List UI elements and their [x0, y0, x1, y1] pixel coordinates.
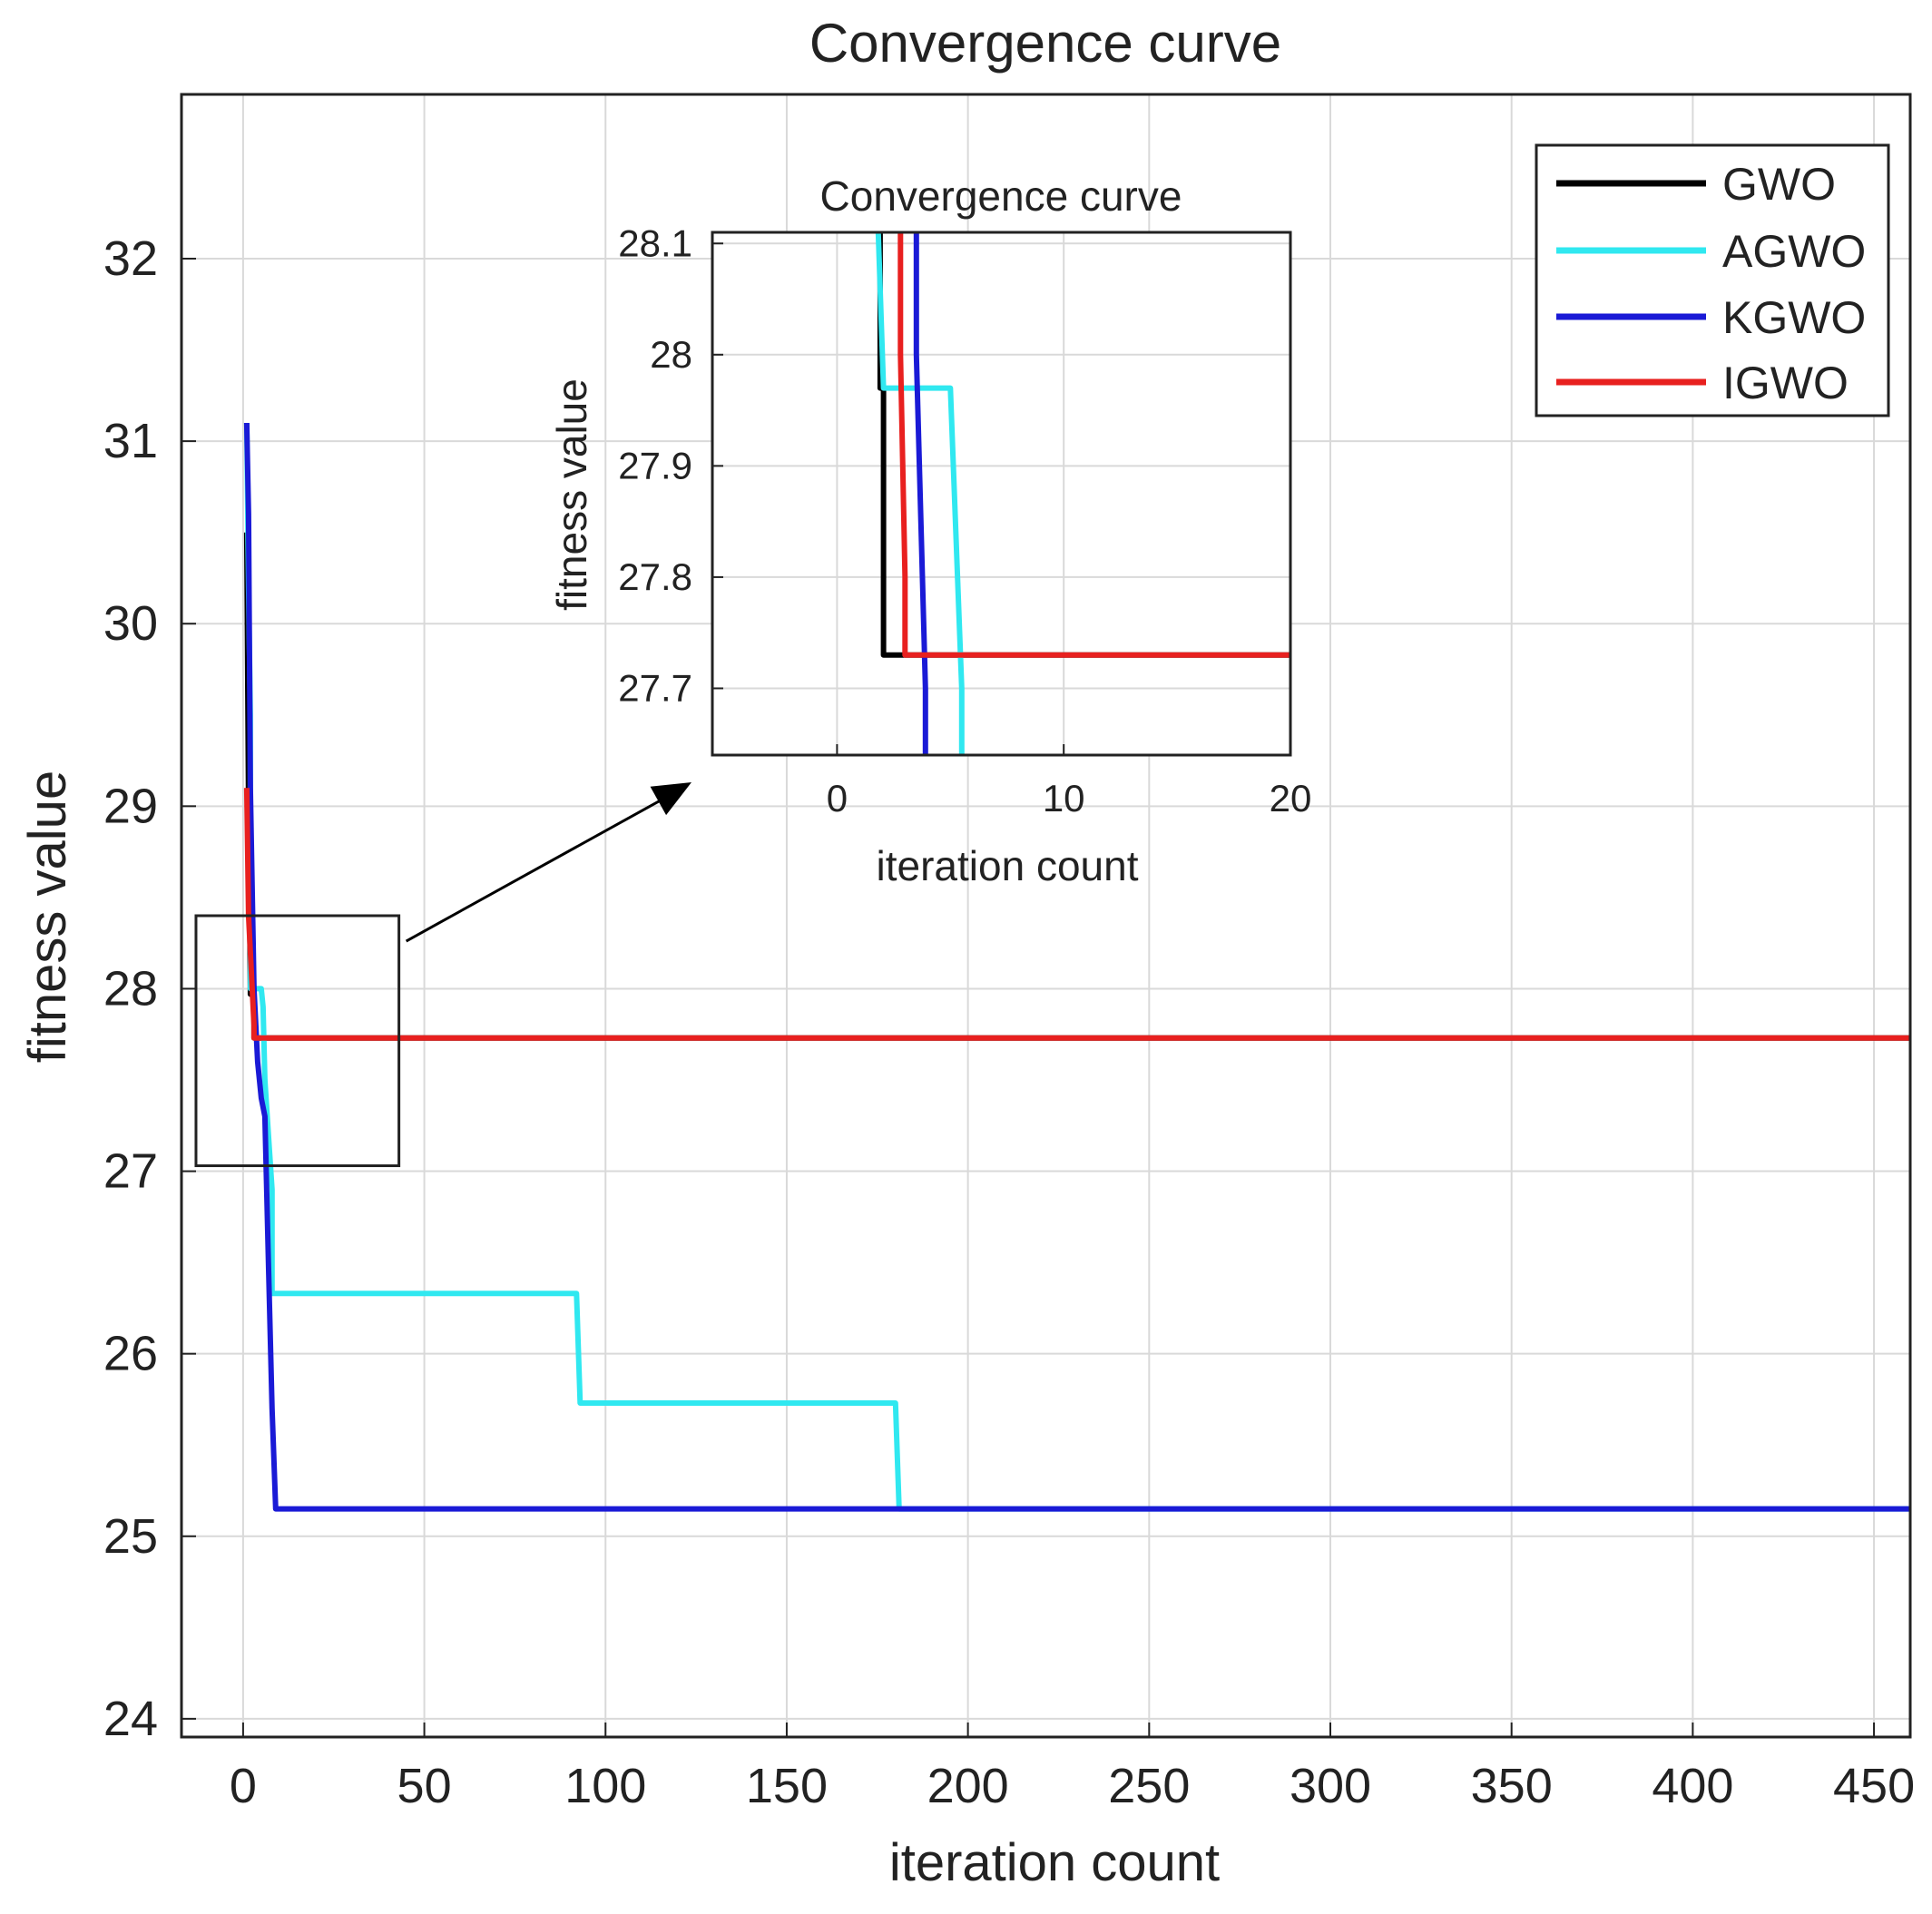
inset-chart-title: Convergence curve — [820, 172, 1182, 220]
zoom-arrow — [405, 790, 676, 943]
main-x-tick-label: 350 — [1471, 1759, 1553, 1813]
main-y-tick-label: 24 — [103, 1692, 158, 1746]
legend-entry-agwo: AGWO — [1556, 226, 1866, 277]
inset-x-axis-label: iteration count — [877, 842, 1139, 889]
main-x-tick-label: 300 — [1290, 1759, 1371, 1813]
inset-plot-frame — [711, 231, 1292, 757]
zoom-arrow-head — [650, 782, 691, 816]
main-y-tick-label: 27 — [103, 1144, 158, 1199]
main-x-tick-label: 150 — [746, 1759, 828, 1813]
legend-entry-kgwo: KGWO — [1556, 292, 1866, 343]
legend-label-agwo: AGWO — [1722, 226, 1866, 277]
inset-y-tick-label: 27.9 — [618, 444, 692, 486]
legend: GWO AGWO KGWO IGWO — [1535, 143, 1890, 417]
inset-x-tick-label: 0 — [827, 777, 848, 820]
inset-tick-labels: 0 10 20 27.7 27.8 27.9 28 28.1 — [618, 221, 1311, 820]
main-y-tick-label: 32 — [103, 231, 158, 286]
main-plot-frame — [180, 93, 1912, 1739]
main-x-tick-label: 0 — [230, 1759, 257, 1813]
inset-y-tick-label: 27.8 — [618, 555, 692, 598]
inset-series — [875, 232, 1290, 755]
inset-series-igwo — [897, 232, 1290, 658]
inset-series-kgwo — [913, 232, 928, 755]
legend-entry-gwo: GWO — [1556, 159, 1836, 210]
legend-box — [1535, 143, 1890, 417]
main-x-tick-label: 450 — [1833, 1759, 1915, 1813]
main-x-axis-label: iteration count — [889, 1833, 1220, 1892]
legend-entry-igwo: IGWO — [1556, 358, 1849, 408]
main-x-tick-label: 100 — [564, 1759, 646, 1813]
main-x-tick-label: 200 — [927, 1759, 1009, 1813]
main-x-tick-label: 250 — [1108, 1759, 1190, 1813]
inset-x-tick-label: 10 — [1043, 777, 1085, 820]
legend-label-igwo: IGWO — [1722, 358, 1849, 408]
inset-y-tick-label: 28 — [650, 333, 692, 376]
main-chart-title: Convergence curve — [809, 13, 1281, 74]
main-y-tick-label: 26 — [103, 1327, 158, 1381]
inset-chart: 0 10 20 27.7 27.8 27.9 28 28.1 Convergence curv… — [548, 172, 1311, 889]
main-y-tick-label: 28 — [103, 961, 158, 1016]
main-x-tick-label: 50 — [397, 1759, 452, 1813]
zoom-box — [194, 914, 401, 1168]
main-tick-labels: 0 50 100 150 200 250 300 350 400 4502425262728293… — [103, 231, 1915, 1813]
main-y-tick-label: 31 — [103, 414, 158, 468]
main-series — [243, 422, 1910, 1512]
main-y-axis-label: fitness value — [18, 771, 77, 1063]
inset-plot-area — [712, 232, 1290, 755]
main-y-tick-label: 30 — [103, 596, 158, 651]
main-x-tick-label: 400 — [1652, 1759, 1733, 1813]
main-series-igwo — [243, 788, 1910, 1041]
inset-y-tick-label: 27.7 — [618, 666, 692, 709]
inset-y-axis-label: fitness value — [548, 378, 595, 611]
main-series-kgwo — [243, 422, 1910, 1512]
inset-y-tick-label: 28.1 — [618, 221, 692, 264]
legend-label-gwo: GWO — [1722, 159, 1836, 210]
inset-x-tick-label: 20 — [1270, 777, 1312, 820]
main-y-tick-label: 29 — [103, 779, 158, 833]
legend-label-kgwo: KGWO — [1722, 292, 1866, 343]
inset-series-agwo — [875, 232, 965, 755]
main-y-tick-label: 25 — [103, 1509, 158, 1564]
